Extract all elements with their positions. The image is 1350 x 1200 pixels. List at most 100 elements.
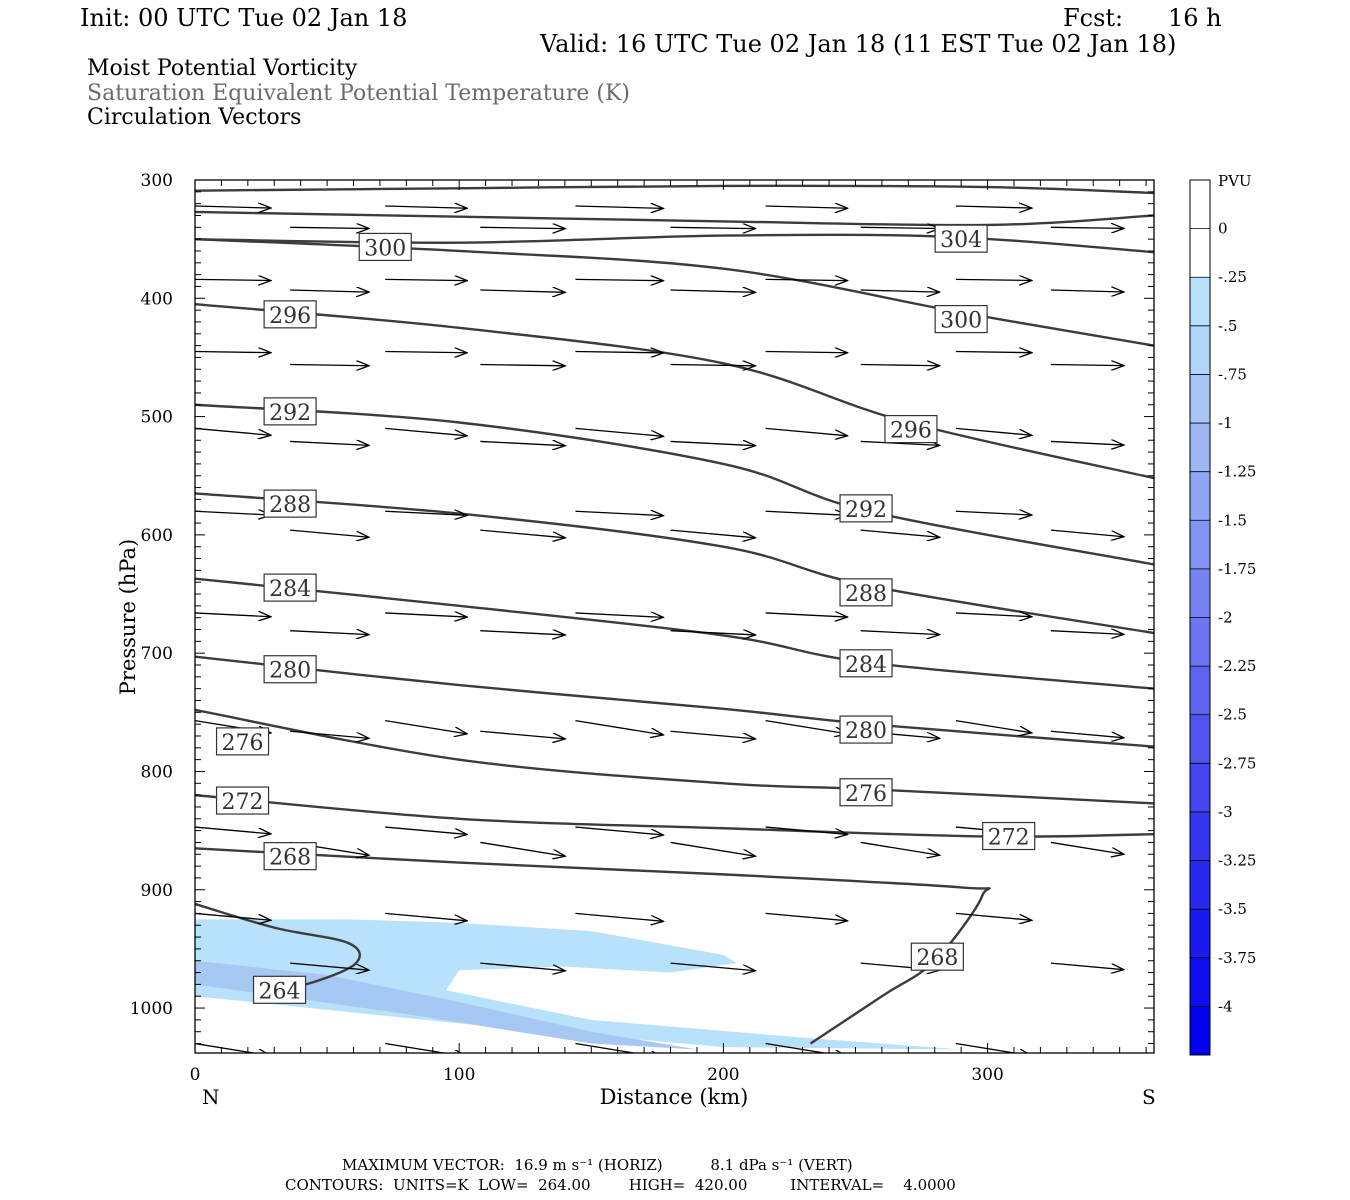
circulation-vector bbox=[765, 912, 848, 920]
contour-label: 296 bbox=[890, 419, 932, 444]
circulation-vector bbox=[765, 1042, 848, 1053]
colorbar-swatch bbox=[1190, 763, 1210, 813]
circulation-vector bbox=[290, 227, 369, 228]
contour-label: 296 bbox=[269, 304, 311, 329]
init-time: Init: 00 UTC Tue 02 Jan 18 bbox=[80, 4, 408, 32]
circulation-vector bbox=[765, 427, 848, 435]
circulation-vector bbox=[385, 613, 467, 617]
circulation-vector bbox=[575, 826, 663, 835]
colorbar-swatch bbox=[1190, 568, 1210, 618]
colorbar-swatch bbox=[1190, 714, 1210, 764]
circulation-vector bbox=[290, 631, 369, 635]
contour-line bbox=[195, 577, 1154, 690]
circulation-vector bbox=[385, 427, 467, 435]
colorbar-label: -1 bbox=[1218, 414, 1233, 432]
circulation-vector bbox=[1050, 365, 1124, 366]
circulation-vector bbox=[860, 441, 940, 445]
circulation-vector bbox=[670, 441, 756, 445]
legend-mpv: Moist Potential Vorticity bbox=[87, 56, 358, 81]
pv-region bbox=[195, 919, 962, 1050]
circulation-vector bbox=[480, 290, 565, 292]
contour-line bbox=[195, 184, 1154, 195]
circulation-vector bbox=[670, 730, 756, 739]
circulation-vector bbox=[385, 206, 467, 208]
circulation-vector bbox=[765, 511, 848, 515]
circulation-vector bbox=[195, 279, 271, 280]
cross-section-chart: 304 300 300 296 296 292 292 288 288 284 284 280 280 2… bbox=[116, 171, 1256, 1109]
contour-line bbox=[195, 847, 991, 1045]
circulation-vector bbox=[290, 441, 369, 445]
contour-label: 292 bbox=[269, 401, 311, 426]
colorbar-swatch bbox=[1190, 228, 1210, 278]
circulation-vector bbox=[955, 427, 1032, 435]
circulation-vector bbox=[290, 730, 369, 738]
contour-label-box bbox=[263, 573, 317, 602]
circulation-vector bbox=[575, 912, 663, 921]
circulation-vector bbox=[480, 365, 565, 366]
y-tick-label: 400 bbox=[141, 289, 173, 309]
circulation-vector bbox=[765, 613, 848, 617]
contour-label: 268 bbox=[269, 846, 311, 871]
circulation-vector bbox=[955, 719, 1032, 733]
colorbar-swatch bbox=[1190, 957, 1210, 1007]
y-tick-label: 600 bbox=[141, 526, 173, 546]
contour-label-box bbox=[839, 778, 893, 807]
colorbar-swatch bbox=[1190, 423, 1210, 473]
circulation-vector bbox=[955, 1042, 1032, 1053]
circulation-vector bbox=[575, 613, 663, 617]
colorbar-label: -.5 bbox=[1218, 317, 1237, 335]
circulation-vector bbox=[860, 227, 940, 228]
colorbar-label: -.75 bbox=[1218, 365, 1247, 383]
plot-frame bbox=[194, 179, 1155, 1054]
circulation-vector bbox=[195, 1042, 271, 1053]
contour-line bbox=[195, 237, 1154, 347]
contour-label: 288 bbox=[269, 493, 311, 518]
circulation-vector bbox=[290, 529, 369, 537]
colorbar-swatch bbox=[1190, 520, 1210, 570]
x-tick-label: 100 bbox=[443, 1065, 475, 1085]
contour-label-box bbox=[934, 224, 988, 253]
colorbar-label: -2.5 bbox=[1218, 706, 1247, 724]
x-end-label-north: N bbox=[202, 1085, 220, 1109]
circulation-vector bbox=[575, 279, 663, 280]
circulation-vector bbox=[955, 912, 1032, 920]
contour-line bbox=[195, 210, 1154, 227]
circulation-vector bbox=[195, 427, 271, 435]
circulation-vector bbox=[860, 529, 940, 537]
contour-label-box bbox=[982, 821, 1036, 851]
forecast-hour: 16 h bbox=[1168, 4, 1222, 32]
circulation-vector bbox=[480, 529, 565, 538]
contour-line bbox=[195, 303, 1154, 480]
colorbar-swatch bbox=[1190, 1006, 1210, 1056]
contour-label-box bbox=[884, 414, 938, 444]
y-tick-label: 800 bbox=[141, 762, 173, 782]
circulation-vector bbox=[955, 613, 1032, 617]
contour-label-box bbox=[263, 489, 317, 518]
contour-label-box bbox=[839, 715, 893, 744]
circulation-vector bbox=[1050, 841, 1124, 854]
circulation-vector bbox=[765, 719, 848, 734]
circulation-vector bbox=[860, 365, 940, 366]
circulation-vector bbox=[385, 279, 467, 280]
colorbar-swatch bbox=[1190, 471, 1210, 521]
circulation-vector bbox=[575, 206, 663, 208]
circulation-vector bbox=[670, 529, 756, 538]
colorbar-label: -1.75 bbox=[1218, 560, 1256, 578]
colorbar-swatch bbox=[1190, 666, 1210, 716]
circulation-vector bbox=[385, 826, 467, 834]
circulation-vector bbox=[670, 841, 756, 856]
contour-label: 276 bbox=[222, 731, 264, 756]
circulation-vector bbox=[955, 511, 1032, 515]
circulation-vector bbox=[860, 841, 940, 855]
colorbar-unit: PVU bbox=[1218, 172, 1252, 190]
colorbar-label: -2.25 bbox=[1218, 657, 1256, 675]
circulation-vector bbox=[1050, 441, 1124, 445]
circulation-vector bbox=[1050, 227, 1124, 228]
circulation-vector bbox=[670, 227, 756, 228]
contour-label: 268 bbox=[916, 946, 958, 971]
circulation-vector bbox=[290, 290, 369, 292]
contour-label-box bbox=[263, 655, 317, 684]
contour-label-box bbox=[263, 842, 317, 871]
x-tick-label: 300 bbox=[971, 1065, 1003, 1085]
colorbar-label: -3.25 bbox=[1218, 852, 1256, 870]
